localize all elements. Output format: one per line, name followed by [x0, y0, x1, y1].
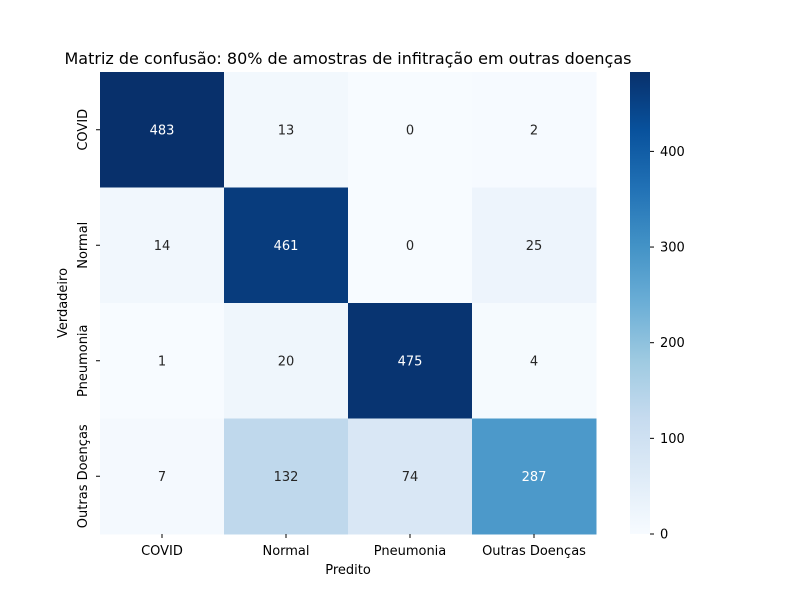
heatmap-cell: [224, 187, 349, 304]
y-axis-label: Verdadeiro: [56, 268, 71, 338]
cell-value-label: 74: [402, 470, 419, 485]
heatmap-cell: [224, 303, 349, 419]
y-tick-label: Outras Doenças: [76, 424, 91, 528]
colorbar-tick-label: 400: [660, 145, 685, 160]
cell-value-label: 0: [406, 239, 414, 254]
colorbar-ticks: 0 100 200 300 400: [650, 145, 685, 543]
cell-value-label: 4: [530, 354, 538, 369]
cell-value-label: 13: [278, 123, 295, 138]
heatmap-cell: [100, 303, 225, 419]
colorbar-tick-label: 0: [660, 528, 668, 543]
heatmap-cell: [100, 418, 225, 535]
y-tick-label: Normal: [76, 222, 91, 269]
colorbar-tick-label: 300: [660, 241, 685, 256]
heatmap-cells: 483 13 0 2 14 461 0 25 1 20 475 4 7 132 74 287: [100, 72, 597, 535]
cell-value-label: 7: [158, 470, 166, 485]
heatmap-cell: [348, 72, 473, 188]
cell-value-label: 14: [154, 239, 171, 254]
colorbar-tick-label: 100: [660, 432, 685, 447]
y-tick-label: COVID: [76, 109, 91, 151]
heatmap-cell: [472, 72, 597, 188]
y-tick-label: Pneumonia: [76, 324, 91, 397]
heatmap-cell: [472, 187, 597, 304]
cell-value-label: 132: [274, 470, 299, 485]
colorbar: [630, 72, 650, 534]
heatmap-cell: [472, 418, 597, 535]
cell-value-label: 25: [526, 239, 543, 254]
cell-value-label: 20: [278, 354, 295, 369]
x-tick-label: Pneumonia: [374, 544, 447, 559]
heatmap-cell: [100, 72, 225, 188]
heatmap-cell: [348, 303, 473, 419]
heatmap-cell: [224, 72, 349, 188]
cell-value-label: 287: [522, 470, 547, 485]
chart-title: Matriz de confusão: 80% de amostras de i…: [65, 49, 632, 68]
x-axis-ticks: COVID Normal Pneumonia Outras Doenças: [141, 534, 586, 559]
heatmap-cell: [348, 418, 473, 535]
x-tick-label: COVID: [141, 544, 183, 559]
x-tick-label: Outras Doenças: [482, 544, 586, 559]
x-tick-label: Normal: [262, 544, 309, 559]
heatmap-cell: [100, 187, 225, 304]
heatmap-cell: [224, 418, 349, 535]
cell-value-label: 461: [274, 239, 299, 254]
x-axis-label: Predito: [325, 563, 371, 578]
cell-value-label: 0: [406, 123, 414, 138]
cell-value-label: 1: [158, 354, 166, 369]
cell-value-label: 475: [398, 354, 423, 369]
cell-value-label: 483: [150, 123, 175, 138]
cell-value-label: 2: [530, 123, 538, 138]
colorbar-tick-label: 200: [660, 336, 685, 351]
y-axis-ticks: COVID Normal Pneumonia Outras Doenças: [76, 109, 100, 528]
heatmap-cell: [348, 187, 473, 304]
heatmap-cell: [472, 303, 597, 419]
